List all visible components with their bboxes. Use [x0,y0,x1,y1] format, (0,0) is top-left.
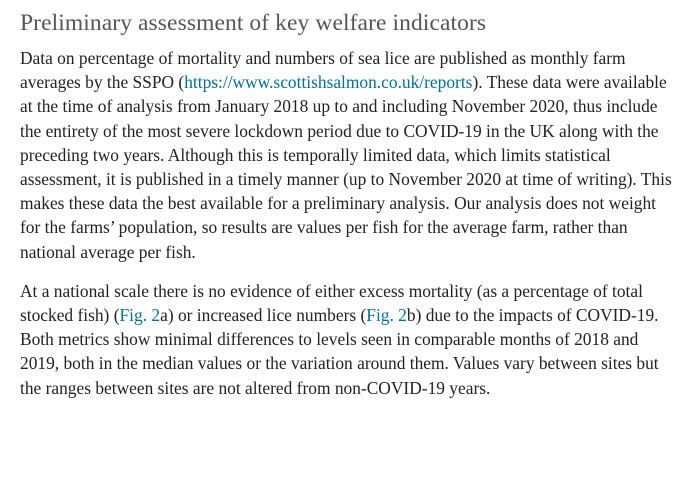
paragraph1-text-before-link: Data on percentage of mortality and numb… [20,48,626,93]
paragraph2-text-2: a) or increased lice numbers ( [160,305,367,326]
figure-2a-link[interactable]: Fig. 2 [119,305,161,326]
sspo-reports-link[interactable]: https://www.scottishsalmon.co.uk/reports [184,72,473,93]
article-section: Preliminary assessment of key welfare in… [20,8,678,400]
paragraph-data-sources: Data on percentage of mortality and numb… [20,46,678,264]
figure-2b-link[interactable]: Fig. 2 [366,305,407,326]
paragraph1-text-after-link: ). These data were available at the time… [20,72,672,262]
paragraph2-text-1: At a national scale there is no evidence… [20,280,643,326]
paragraph-national-scale: At a national scale there is no evidence… [20,279,678,400]
paragraph2-text-3: b) due to the impacts of COVID-19. Both … [20,305,659,398]
section-heading: Preliminary assessment of key welfare in… [20,10,487,36]
